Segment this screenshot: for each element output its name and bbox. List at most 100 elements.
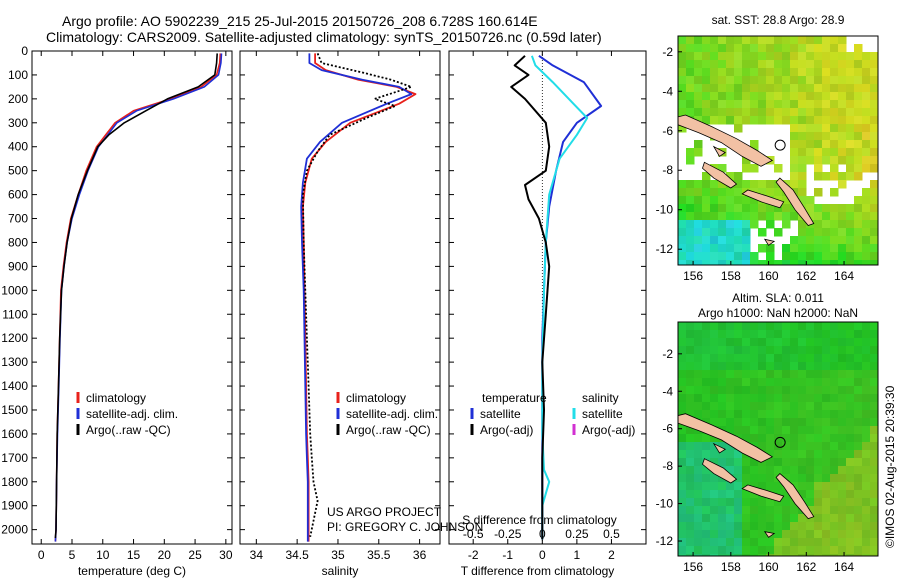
sst-map-xtick-158: 158	[721, 269, 741, 283]
ytick-label-1000: 1000	[1, 283, 28, 297]
temp-xtick-15: 15	[127, 548, 141, 562]
sla-map-field	[678, 322, 878, 556]
ytick-label-2000: 2000	[1, 523, 28, 537]
ytick-label-0: 0	[21, 44, 28, 58]
sal-xtick-36: 36	[413, 548, 427, 562]
land-island	[763, 238, 776, 246]
temp-xtick-0: 0	[38, 548, 45, 562]
salinity-series-satellite	[300, 53, 413, 542]
land-island	[702, 458, 738, 484]
ytick-label-400: 400	[8, 140, 28, 154]
annotation-pi: PI: GREGORY C. JOHNSON	[327, 520, 483, 534]
sla-map-ytick--12: -12	[656, 534, 674, 548]
land-island	[678, 413, 774, 463]
sla-map-ytick--10: -10	[656, 497, 674, 511]
legend-label: satellite-adj. clim.	[86, 407, 178, 421]
salinity-xlabel: salinity	[322, 564, 359, 578]
land-island	[712, 145, 726, 157]
land-island	[741, 189, 785, 209]
sal-xtick-34: 34	[250, 548, 264, 562]
sla-map-ytick--4: -4	[662, 384, 673, 398]
temperature-xlabel: temperature (deg C)	[78, 564, 186, 578]
salinity-plot-frame	[239, 50, 441, 545]
diff-xtick-top-0.25: 0.25	[565, 527, 589, 541]
diff-xtick-bottom-1: 1	[574, 548, 581, 562]
diff-xtick-top-0.5: 0.5	[603, 527, 620, 541]
temp-xtick-30: 30	[219, 548, 233, 562]
sst-map-field	[678, 36, 878, 265]
legend-label: satellite-adj. clim.	[346, 407, 438, 421]
sst-map-xtick-160: 160	[759, 269, 779, 283]
legend-label: climatology	[86, 391, 146, 405]
sst-map-ytick--12: -12	[656, 242, 674, 256]
land-island	[775, 177, 815, 226]
sst-map-xtick-156: 156	[683, 269, 703, 283]
ytick-label-1200: 1200	[1, 331, 28, 345]
diff-xtick-bottom-0: 0	[539, 548, 546, 562]
land-island	[741, 484, 785, 503]
ytick-label-700: 700	[8, 212, 28, 226]
title-line-2: Climatology: CARS2009. Satellite-adjuste…	[46, 29, 602, 45]
ytick-label-1500: 1500	[1, 403, 28, 417]
land-island	[712, 442, 727, 454]
sal-xtick-35: 35	[331, 548, 345, 562]
sla-map-ytick--6: -6	[662, 422, 673, 436]
temp-xtick-10: 10	[96, 548, 110, 562]
legend-label: satellite	[480, 407, 521, 421]
temperature-series-argo	[54, 53, 218, 539]
ytick-label-1800: 1800	[1, 475, 28, 489]
diff-xtick-top--0.25: -0.25	[494, 527, 522, 541]
diff-xtick-bottom--2: -2	[468, 548, 479, 562]
ytick-label-300: 300	[8, 116, 28, 130]
annotation-us-argo-project: US ARGO PROJECT	[327, 505, 442, 519]
land-island	[775, 473, 815, 520]
imos-timestamp: ©IMOS 02-Aug-2015 20:39:30	[883, 385, 897, 548]
land-island	[702, 161, 738, 189]
legend-title-salinity: salinity	[582, 391, 619, 405]
ytick-label-1400: 1400	[1, 379, 28, 393]
sst-map-ytick--4: -4	[662, 84, 673, 98]
temp-xtick-25: 25	[188, 548, 202, 562]
ytick-label-1300: 1300	[1, 355, 28, 369]
sst-map-xtick-162: 162	[796, 269, 816, 283]
sst-map-title: sat. SST: 28.8 Argo: 28.9	[712, 13, 845, 27]
sla-map-ytick--2: -2	[662, 347, 673, 361]
sla-map-xtick-160: 160	[759, 560, 779, 574]
ytick-label-500: 500	[8, 164, 28, 178]
legend-label: Argo(..raw -QC)	[346, 423, 431, 437]
sal-xtick-34.5: 34.5	[285, 548, 309, 562]
difference-xlabel-top: S difference from climatology	[462, 513, 617, 527]
land-island	[678, 114, 774, 167]
sst-map-frame	[677, 35, 879, 266]
legend-label: climatology	[346, 391, 406, 405]
temp-xtick-20: 20	[158, 548, 172, 562]
argo-location-marker	[774, 139, 786, 151]
difference-series-S-satellite	[530, 55, 589, 540]
sla-map-title: Altim. SLA: 0.011	[732, 291, 824, 305]
sst-map-ytick--8: -8	[662, 163, 673, 177]
temperature-plot-frame	[31, 50, 233, 545]
ytick-label-1700: 1700	[1, 451, 28, 465]
sla-map-frame	[677, 321, 879, 557]
diff-xtick-top--0.5: -0.5	[463, 527, 484, 541]
legend-label: Argo(-adj)	[582, 423, 635, 437]
difference-xlabel-bottom: T difference from climatology	[461, 564, 615, 578]
legend-label: Argo(-adj)	[480, 423, 533, 437]
salinity-series-climatology	[301, 53, 417, 542]
legend-label: Argo(..raw -QC)	[86, 423, 171, 437]
difference-plot-frame	[448, 50, 647, 545]
ytick-label-800: 800	[8, 235, 28, 249]
sla-map-xtick-156: 156	[683, 560, 703, 574]
ytick-label-1100: 1100	[2, 307, 28, 321]
ytick-label-200: 200	[8, 92, 28, 106]
argo-location-marker	[774, 436, 786, 448]
ytick-label-600: 600	[8, 188, 28, 202]
temperature-series-climatology	[54, 53, 222, 542]
sla-map-xtick-164: 164	[834, 560, 854, 574]
land-island	[763, 531, 776, 538]
sst-map-ytick--10: -10	[656, 203, 674, 217]
ytick-label-900: 900	[8, 259, 28, 273]
salinity-series-argo	[301, 53, 413, 537]
